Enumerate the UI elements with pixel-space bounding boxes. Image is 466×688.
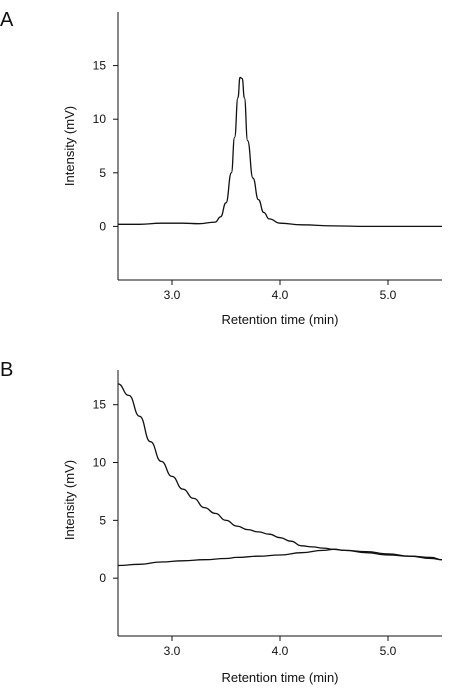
panel-letter-a: A [0, 9, 14, 31]
series-line-1 [117, 76, 442, 228]
x-tick-label: 3.0 [164, 288, 181, 302]
y-tick-label: 0 [99, 571, 106, 585]
panel-b: 3.0 4.0 5.0 0 5 10 15 Retention time (min) Int… [62, 370, 443, 685]
x-tick-label: 3.0 [164, 644, 181, 658]
series-line-2 [117, 548, 443, 567]
panel-a: 3.0 4.0 5.0 0 5 10 15 Retention time (min) Int… [62, 12, 442, 327]
y-tick-label: 15 [93, 398, 107, 412]
x-tick-label: 5.0 [380, 644, 397, 658]
y-axis-label: Intensity (mV) [62, 106, 77, 186]
y-axis-label: Intensity (mV) [62, 460, 77, 540]
x-axis-label: Retention time (min) [221, 670, 338, 685]
x-tick-label: 4.0 [272, 644, 289, 658]
y-tick-label: 10 [93, 112, 107, 126]
series-line-1 [117, 383, 443, 561]
x-tick-label: 5.0 [380, 288, 397, 302]
x-tick-label: 4.0 [272, 288, 289, 302]
y-tick-label: 15 [93, 59, 107, 73]
panel-letter-b: B [0, 359, 13, 381]
y-tick-label: 0 [99, 219, 106, 233]
y-tick-label: 5 [99, 513, 106, 527]
x-axis-label: Retention time (min) [221, 312, 338, 327]
y-tick-label: 10 [93, 456, 107, 470]
y-tick-label: 5 [99, 166, 106, 180]
